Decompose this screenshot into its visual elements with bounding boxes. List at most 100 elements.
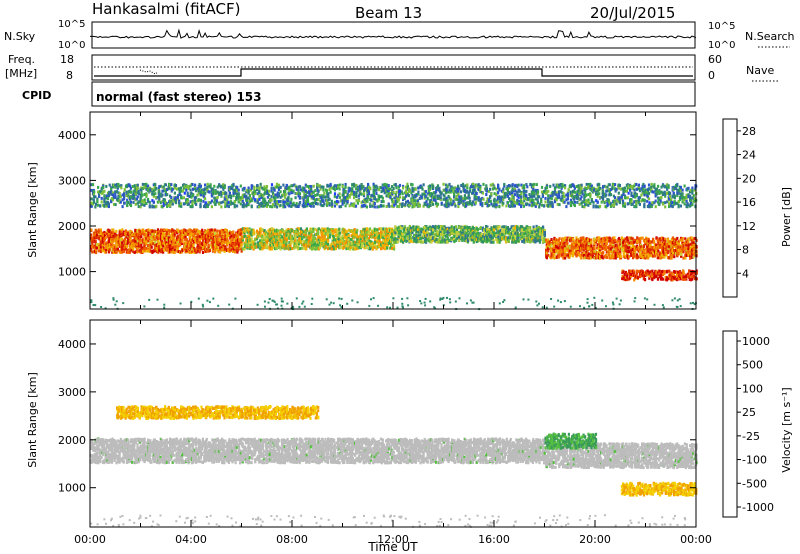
echo-cell [167,229,170,232]
echo-cell [327,242,330,246]
echo-cell [512,229,515,233]
nsky-trace [89,28,697,39]
echo-cell [181,238,184,241]
echo-cell [134,242,137,246]
echo-cell [366,238,369,242]
echo-cell [603,236,606,240]
echo-cell [165,243,169,247]
echo-cell [399,232,403,236]
echo-cell [91,250,94,254]
echo-cell [422,228,425,232]
echo-cell [448,231,451,235]
nsearch-label: N.Search [745,30,795,43]
echo-cell [265,245,269,249]
echo-cell [673,255,676,259]
echo-cell [177,238,180,242]
echo-cell [609,247,612,251]
echo-cell [99,250,102,254]
echo-cell [512,226,515,230]
echo-cell [359,237,362,241]
echo-cell [173,248,176,252]
echo-cell [158,249,161,253]
echo-cell [256,241,259,245]
echo-cell [101,237,104,241]
echo-cell [285,238,288,242]
echo-cell [443,233,446,237]
echo-cell [599,249,602,253]
echo-cell [521,233,524,236]
echo-cell [173,250,176,254]
echo-cell [564,248,567,252]
echo-cell [283,241,286,244]
echo-cell [490,227,493,231]
echo-cell [140,246,143,250]
echo-cell [112,249,115,253]
echo-cell [677,244,680,248]
echo-cell [587,247,590,251]
echo-cell [259,241,262,245]
echo-cell [152,242,155,246]
echo-cell [197,235,200,239]
echo-cell [460,233,463,237]
echo-cell [559,247,562,251]
echo-cell [520,237,523,241]
echo-cell [112,230,115,234]
echo-cell [186,244,189,248]
echo-cell [301,243,304,247]
echo-cell [374,243,377,247]
echo-cell [622,250,625,254]
echo-cell [665,245,668,249]
echo-cell [640,252,643,256]
echo-cell [124,237,127,241]
echo-cell [112,228,115,232]
echo-cell [173,234,176,238]
freq-label: Freq. [8,53,35,66]
echo-cell [189,246,192,250]
echo-cell [659,255,662,259]
echo-cell [95,235,99,239]
echo-cell [497,225,500,229]
echo-cell [248,228,251,232]
echo-cell [237,236,240,239]
echo-cell [124,247,127,251]
echo-cell [534,236,537,240]
echo-cell [596,256,599,260]
echo-cell [216,235,219,239]
echo-cell [298,227,301,231]
echo-cell [545,238,548,242]
echo-cell [136,243,139,247]
echo-cell [220,228,223,232]
echo-cell [238,239,241,243]
echo-cell [542,232,545,236]
echo-cell [622,252,625,256]
echo-cell [99,232,102,236]
echo-cell [445,238,448,242]
echo-cell [161,248,164,251]
echo-cell [105,250,108,254]
echo-cell [90,228,93,232]
echo-cell [523,238,526,242]
echo-cell [204,243,207,247]
echo-cell [263,245,266,249]
echo-cell [188,250,191,254]
echo-cell [472,240,475,244]
echo-cell [516,235,519,239]
echo-cell [224,247,227,251]
echo-cell [240,243,243,247]
echo-cell [155,247,159,251]
echo-cell [642,256,646,260]
echo-cell [163,237,167,241]
echo-cell [312,230,315,234]
echo-cell [162,237,165,241]
echo-cell [321,232,324,235]
echo-cell [151,235,154,239]
echo-cell [136,233,140,237]
echo-cell [564,256,567,260]
echo-cell [605,245,608,249]
echo-cell [160,250,163,254]
echo-cell [432,228,435,232]
echo-cell [353,228,356,231]
echo-cell [142,238,145,242]
echo-cell [582,253,585,257]
echo-cell [184,244,187,248]
